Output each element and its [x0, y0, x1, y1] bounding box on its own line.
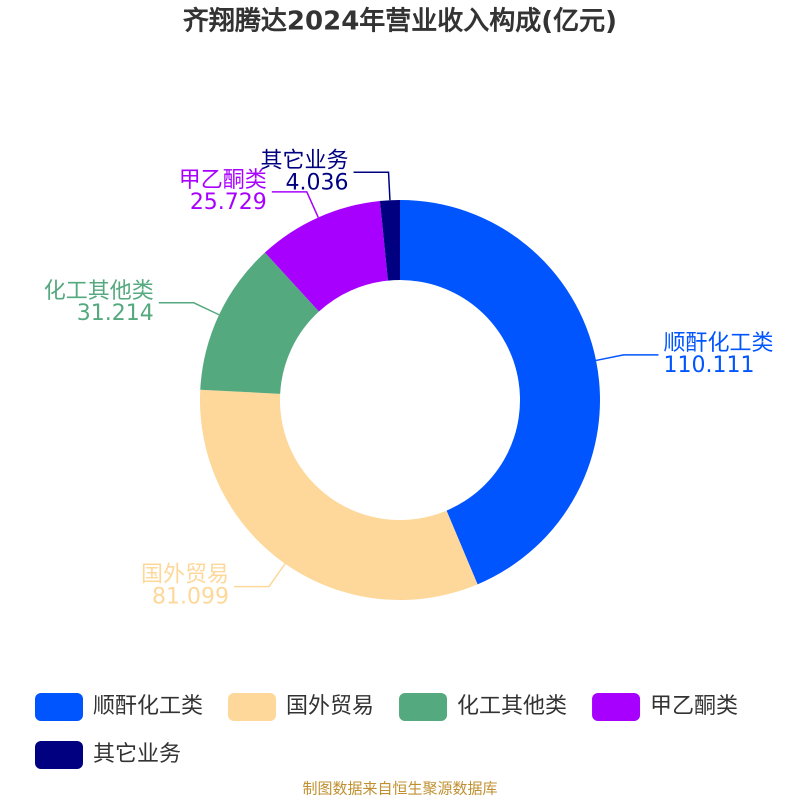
pie-slice: [400, 200, 600, 585]
legend-label: 甲乙酮类: [650, 694, 738, 719]
slice-value: 4.036: [286, 170, 349, 195]
chart-title: 齐翔腾达2024年营业收入构成(亿元): [183, 6, 617, 37]
legend-label: 顺酐化工类: [93, 694, 203, 719]
legend-swatch: [592, 693, 641, 721]
pie-slice: [200, 252, 319, 394]
legend-swatch: [35, 741, 83, 769]
leader-line: [158, 302, 220, 316]
slice-value: 110.111: [663, 353, 754, 378]
leader-line: [353, 171, 391, 201]
slice-label: 其它业务: [261, 148, 349, 173]
slice-value: 31.214: [77, 301, 154, 326]
leader-line: [234, 563, 286, 588]
legend-swatch: [228, 693, 277, 721]
leader-line: [595, 354, 659, 362]
slice-label: 化工其他类: [44, 279, 154, 304]
leader-line: [271, 191, 319, 218]
slice-label: 国外贸易: [141, 563, 229, 588]
slice-value: 81.099: [152, 585, 229, 610]
legend-swatch: [399, 693, 448, 721]
legend-swatch: [35, 693, 83, 721]
legend-label: 其它业务: [93, 742, 181, 767]
slice-label: 顺酐化工类: [663, 331, 773, 356]
legend-label: 国外贸易: [286, 694, 374, 719]
pie-slice: [379, 200, 400, 281]
legend-label: 化工其他类: [457, 694, 567, 719]
pie-slice: [200, 389, 478, 600]
pie-slice: [264, 201, 388, 312]
slice-label: 甲乙酮类: [179, 168, 267, 193]
slice-value: 25.729: [190, 190, 267, 215]
source-note: 制图数据来自恒生聚源数据库: [302, 780, 497, 798]
